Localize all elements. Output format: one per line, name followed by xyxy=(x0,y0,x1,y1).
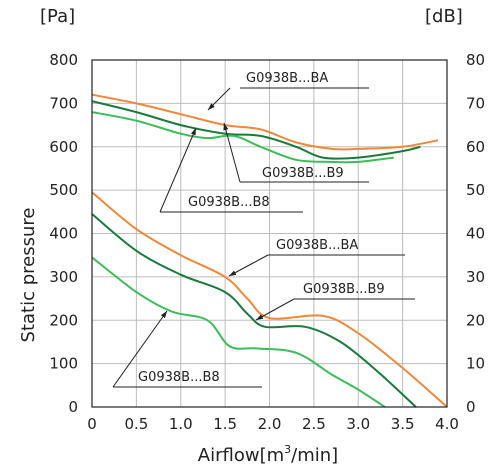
series-line-pressure-g0938b-b9 xyxy=(91,213,417,408)
y-right-tick-label: 80 xyxy=(466,51,485,69)
ticks: 0 0.5 1.0 1.5 2.0 2.5 3.0 3.5 4.0010020030040050… xyxy=(49,51,485,433)
annotation-label: G0938B...B9 xyxy=(303,282,385,297)
x-tick-label: 3.0 xyxy=(346,415,370,433)
annotation-arrow xyxy=(223,123,229,131)
x-tick-label: 4.0 xyxy=(435,415,459,433)
y-left-tick-label: 400 xyxy=(49,225,78,243)
annotation-arrow xyxy=(160,311,167,319)
y-left-tick-label: 800 xyxy=(49,51,78,69)
annotation-leader xyxy=(223,122,241,183)
annotation-arrow xyxy=(208,103,215,110)
y-right-tick-label: 0 xyxy=(466,398,476,416)
annotation-leader xyxy=(112,310,168,388)
annotation-arrow xyxy=(229,270,237,276)
series-line-pressure-g0938b-ba xyxy=(91,191,448,408)
y-right-tick-label: 30 xyxy=(466,268,485,286)
x-tick-label: 2.5 xyxy=(302,415,326,433)
y-right-tick-label: 10 xyxy=(466,355,485,373)
y-right-tick-label: 20 xyxy=(466,311,485,329)
y-left-tick-label: 200 xyxy=(49,311,78,329)
y-left-unit: [Pa] xyxy=(40,6,75,27)
x-tick-label: 2.0 xyxy=(258,415,282,433)
annotation-leader xyxy=(255,298,295,321)
x-axis-unit-sup: 3 xyxy=(284,443,291,456)
y-right-tick-label: 60 xyxy=(466,138,485,156)
x-tick-label: 1.0 xyxy=(169,415,193,433)
y-right-tick-label: 50 xyxy=(466,181,485,199)
curves xyxy=(91,93,448,408)
series-line-noise-g0938b-b8 xyxy=(91,111,394,164)
series-line-noise-g0938b-b9 xyxy=(91,100,421,160)
annotation-label: G0938B...B8 xyxy=(138,370,220,385)
y-left-tick-label: 600 xyxy=(49,138,78,156)
y-axis-title: Static pressure xyxy=(18,208,39,343)
x-axis-title-main: Airflow xyxy=(198,445,260,466)
x-axis-title: Airflow[m3/min] xyxy=(198,443,338,466)
annotation-label: G0938B...B9 xyxy=(262,166,344,181)
x-tick-label: 0 xyxy=(87,415,97,433)
x-axis-unit-suffix: /min] xyxy=(291,445,338,466)
annotation-leader xyxy=(159,127,197,213)
series-line-noise-g0938b-ba xyxy=(91,93,439,151)
y-left-tick-label: 0 xyxy=(68,398,78,416)
grid xyxy=(92,60,447,407)
y-left-tick-label: 500 xyxy=(49,181,78,199)
annotations: G0938B...BA G0938B...B9 G0938B...B8 G0938B.… xyxy=(112,71,415,388)
y-left-tick-label: 700 xyxy=(49,94,78,112)
annotation-arrow xyxy=(256,314,264,320)
y-right-unit: [dB] xyxy=(425,6,463,27)
x-tick-label: 0.5 xyxy=(124,415,148,433)
y-right-tick-label: 40 xyxy=(466,225,485,243)
y-left-tick-label: 100 xyxy=(49,355,78,373)
x-tick-label: 1.5 xyxy=(213,415,237,433)
x-axis-unit-prefix: [m xyxy=(260,445,285,466)
plot-frame xyxy=(91,59,448,408)
x-tick-label: 3.5 xyxy=(391,415,415,433)
annotation-arrow xyxy=(190,128,196,136)
series-line-pressure-g0938b-b8 xyxy=(91,256,386,408)
annotation-leader xyxy=(228,254,269,277)
y-right-tick-label: 70 xyxy=(466,94,485,112)
annotation-label: G0938B...BA xyxy=(246,71,328,86)
y-left-tick-label: 300 xyxy=(49,268,78,286)
annotation-label: G0938B...B8 xyxy=(188,195,270,210)
annotation-label: G0938B...BA xyxy=(276,238,358,253)
